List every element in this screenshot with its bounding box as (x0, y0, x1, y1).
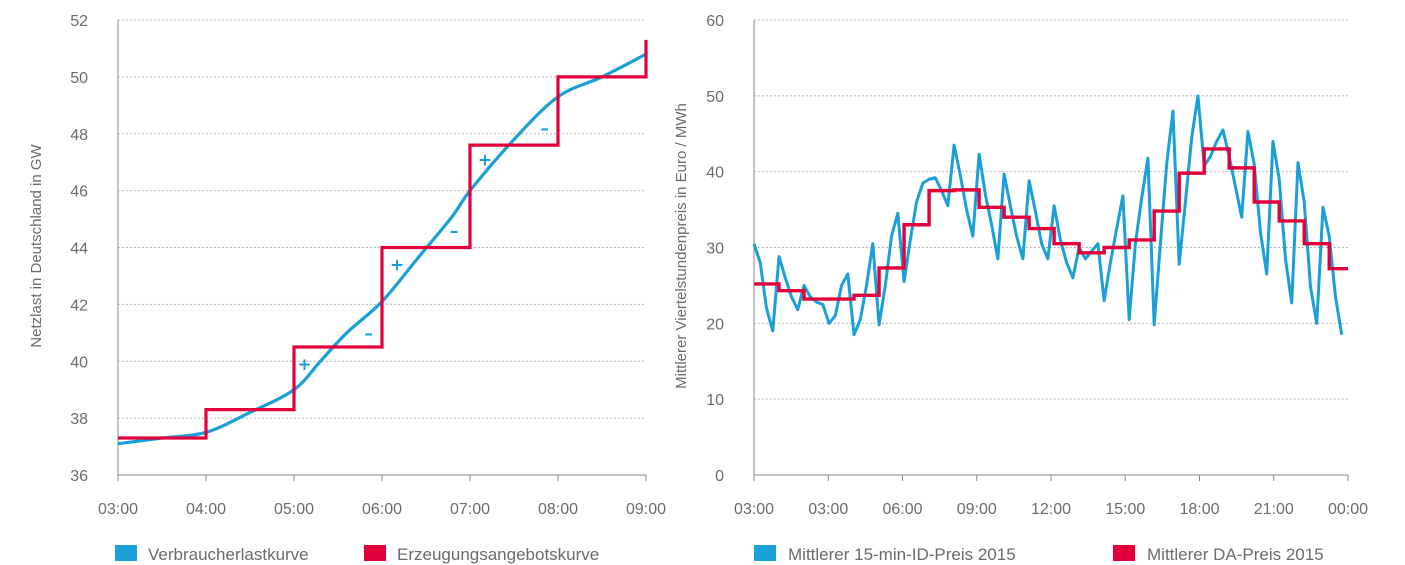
y-tick-label: 10 (706, 392, 724, 409)
left-x-tick-labels: 03:00 04:00 05:00 06:00 07:00 08:00 09:00 (98, 475, 666, 518)
y-tick-label: 50 (706, 89, 724, 106)
y-tick-label: 60 (706, 13, 724, 30)
x-tick-label: 07:00 (450, 501, 490, 518)
left-annotations: + – + – + – (297, 119, 549, 375)
x-tick-label: 12:00 (1031, 501, 1071, 518)
right-y-axis-title: Mittlerer Viertelstundenpreis in Euro / … (673, 103, 690, 389)
x-tick-label: 08:00 (538, 501, 578, 518)
right-x-tick-labels: 03:00 03:00 06:00 09:00 12:00 15:00 18:00 21:00… (734, 475, 1368, 518)
legend-swatch-id-preis (754, 545, 776, 561)
annotation-label: – (541, 119, 550, 139)
y-tick-label: 42 (70, 297, 88, 314)
right-series (752, 94, 1348, 337)
y-tick-label: 36 (70, 468, 88, 485)
annotation-label: + (478, 150, 492, 170)
legend-label-erzeugungsangebotskurve: Erzeugungsangebotskurve (397, 545, 599, 564)
legend-swatch-verbraucherlastkurve (115, 545, 137, 561)
series-step-da-preis (754, 147, 1348, 301)
y-tick-label: 50 (70, 70, 88, 87)
x-tick-label: 05:00 (274, 501, 314, 518)
x-tick-label: 03:00 (734, 501, 774, 518)
left-y-tick-labels: 36 38 40 42 44 46 48 50 52 (70, 13, 88, 485)
chart-right: 0 10 20 30 40 50 60 03:00 03:00 06:00 09:00 12:00 1… (673, 13, 1368, 564)
legend-swatch-da-preis (1113, 545, 1135, 561)
x-tick-label: 15:00 (1105, 501, 1145, 518)
y-tick-label: 30 (706, 241, 724, 258)
annotation-label: + (297, 355, 311, 375)
y-tick-label: 20 (706, 316, 724, 333)
x-tick-label: 09:00 (626, 501, 666, 518)
x-tick-label: 04:00 (186, 501, 226, 518)
left-series (117, 39, 648, 446)
x-tick-label: 18:00 (1179, 501, 1219, 518)
x-tick-label: 06:00 (882, 501, 922, 518)
annotation-label: – (450, 221, 459, 241)
x-tick-label: 06:00 (362, 501, 402, 518)
right-legend: Mittlerer 15-min-ID-Preis 2015 Mittlerer… (754, 545, 1324, 564)
annotation-label: – (365, 324, 374, 344)
x-tick-label: 00:00 (1328, 501, 1368, 518)
y-tick-label: 40 (70, 354, 88, 371)
series-line-id-preis (752, 94, 1344, 337)
y-tick-label: 48 (70, 127, 88, 144)
y-tick-label: 44 (70, 241, 88, 258)
legend-label-id-preis: Mittlerer 15-min-ID-Preis 2015 (788, 545, 1016, 564)
y-tick-label: 38 (70, 411, 88, 428)
annotation-label: + (390, 256, 404, 276)
legend-label-verbraucherlastkurve: Verbraucherlastkurve (148, 545, 309, 564)
left-legend: Verbraucherlastkurve Erzeugungsangebotsk… (115, 545, 599, 564)
x-tick-label: 03:00 (98, 501, 138, 518)
legend-label-da-preis: Mittlerer DA-Preis 2015 (1147, 545, 1324, 564)
y-tick-label: 40 (706, 165, 724, 182)
right-grid (753, 19, 1348, 476)
y-tick-label: 46 (70, 184, 88, 201)
x-tick-label: 09:00 (957, 501, 997, 518)
series-step-erzeugungsangebotskurve (118, 39, 648, 440)
legend-swatch-erzeugungsangebotskurve (364, 545, 386, 561)
left-y-axis-title: Netzlast in Deutschland in GW (28, 143, 45, 347)
y-tick-label: 0 (715, 468, 724, 485)
right-y-tick-labels: 0 10 20 30 40 50 60 (706, 13, 724, 485)
x-tick-label: 03:00 (808, 501, 848, 518)
x-tick-label: 21:00 (1254, 501, 1294, 518)
y-tick-label: 52 (70, 13, 88, 30)
